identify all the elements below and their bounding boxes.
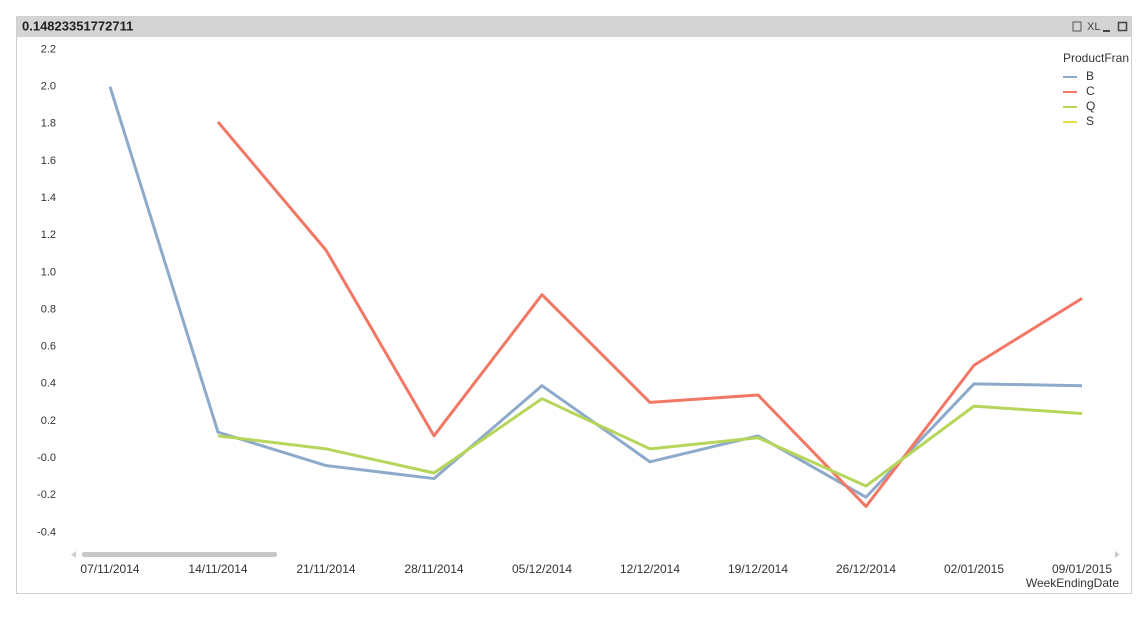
panel [16, 16, 1132, 594]
y-tick-label: 2.0 [41, 81, 56, 93]
x-tick-label: 07/11/2014 [80, 562, 139, 576]
y-tick-label: 1.8 [41, 118, 56, 130]
y-tick-label: 0.2 [41, 415, 56, 427]
series-line [217, 397, 1083, 488]
x-tick-label: 02/01/2015 [944, 562, 1004, 576]
maximize-icon[interactable] [1117, 21, 1128, 32]
legend-label: S [1086, 114, 1094, 128]
y-tick-label: -0.0 [37, 452, 56, 464]
y-tick-label: -0.4 [37, 526, 56, 538]
y-tick-label: 1.0 [41, 266, 56, 278]
legend-title: ProductFran [1063, 51, 1129, 65]
y-tick-label: 1.4 [41, 192, 56, 204]
x-tick-label: 14/11/2014 [188, 562, 247, 576]
x-tick-label: 09/01/2015 [1052, 562, 1112, 576]
scroll-left[interactable] [71, 551, 76, 558]
x-tick-label: 05/12/2014 [512, 562, 572, 576]
y-tick-label: 0.8 [41, 303, 56, 315]
x-tick-label: 28/11/2014 [404, 562, 463, 576]
legend-label: Q [1086, 99, 1095, 113]
y-tick-label: 1.6 [41, 155, 56, 167]
scrollbar-thumb[interactable] [82, 552, 277, 557]
y-tick-label: 0.6 [41, 341, 56, 353]
title-bar [17, 17, 1131, 37]
series-line [216, 120, 1083, 508]
print-icon[interactable] [1072, 21, 1082, 32]
chart-title: 0.14823351772711 [22, 18, 133, 33]
legend-label: C [1086, 84, 1095, 98]
y-tick-label: 1.2 [41, 229, 56, 241]
y-tick-label: 2.2 [41, 43, 56, 55]
scroll-right[interactable] [1115, 551, 1120, 558]
y-tick-label: -0.2 [37, 489, 56, 501]
x-tick-label: 12/12/2014 [620, 562, 680, 576]
x-tick-label: 26/12/2014 [836, 562, 896, 576]
xl-button[interactable]: XL [1087, 21, 1100, 33]
x-tick-label: 21/11/2014 [296, 562, 355, 576]
legend-label: B [1086, 69, 1094, 83]
x-tick-label: 19/12/2014 [728, 562, 788, 576]
y-tick-label: 0.4 [41, 378, 56, 390]
x-axis-label: WeekEndingDate [1026, 576, 1119, 590]
